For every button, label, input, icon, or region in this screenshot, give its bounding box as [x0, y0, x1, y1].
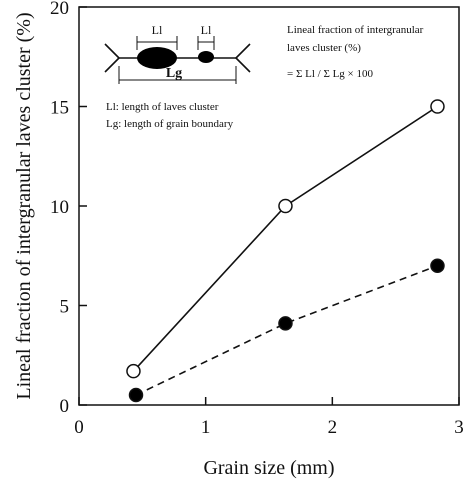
boundary-branch: [104, 43, 120, 59]
series-2-point: [430, 258, 445, 273]
y-tick-label: 0: [60, 396, 70, 417]
laves-cluster-large: [137, 47, 177, 69]
series-1-point: [430, 99, 445, 114]
plot-frame: [78, 6, 460, 406]
y-tick-label: 10: [50, 197, 69, 218]
y-tick-label: 20: [50, 0, 69, 19]
grain-boundary-schematic: Ll Ll Lg: [104, 23, 251, 84]
y-tick-label: 5: [60, 297, 70, 318]
definition-line-1: Ll: length of laves cluster: [106, 101, 219, 113]
series-1-point: [278, 198, 293, 214]
x-tick-label: 2: [328, 417, 338, 438]
diagram-label-li-1: Ll: [152, 23, 163, 37]
definition-line-2: Lg: length of grain boundary: [106, 118, 234, 130]
boundary-branch: [104, 57, 120, 73]
y-axis-label: Lineal fraction of intergranular laves c…: [13, 12, 35, 399]
x-axis-label: Grain size (mm): [203, 457, 334, 479]
ticks-layer: 0 1 2 3 0 5 10 15 20: [50, 0, 464, 438]
formula-line-2: laves cluster (%): [287, 42, 361, 54]
x-tick-label: 3: [454, 417, 464, 438]
boundary-branch: [235, 57, 251, 73]
series-2-point: [128, 387, 144, 403]
boundary-branch: [235, 43, 251, 59]
series-2-point: [278, 316, 293, 331]
y-tick-label: 15: [50, 98, 69, 119]
series-1-line: [132, 105, 438, 372]
formula-line-1: Lineal fraction of intergranular: [287, 24, 424, 36]
diagram-label-lg: Lg: [166, 66, 182, 81]
x-tick-label: 0: [74, 417, 84, 438]
x-tick-label: 1: [201, 417, 211, 438]
diagram-label-li-2: Ll: [201, 23, 212, 37]
series-1-point: [126, 363, 141, 379]
laves-cluster-small: [198, 51, 214, 63]
series-layer: [126, 99, 445, 403]
formula-line-3: = Σ Ll / Σ Lg × 100: [287, 68, 374, 80]
